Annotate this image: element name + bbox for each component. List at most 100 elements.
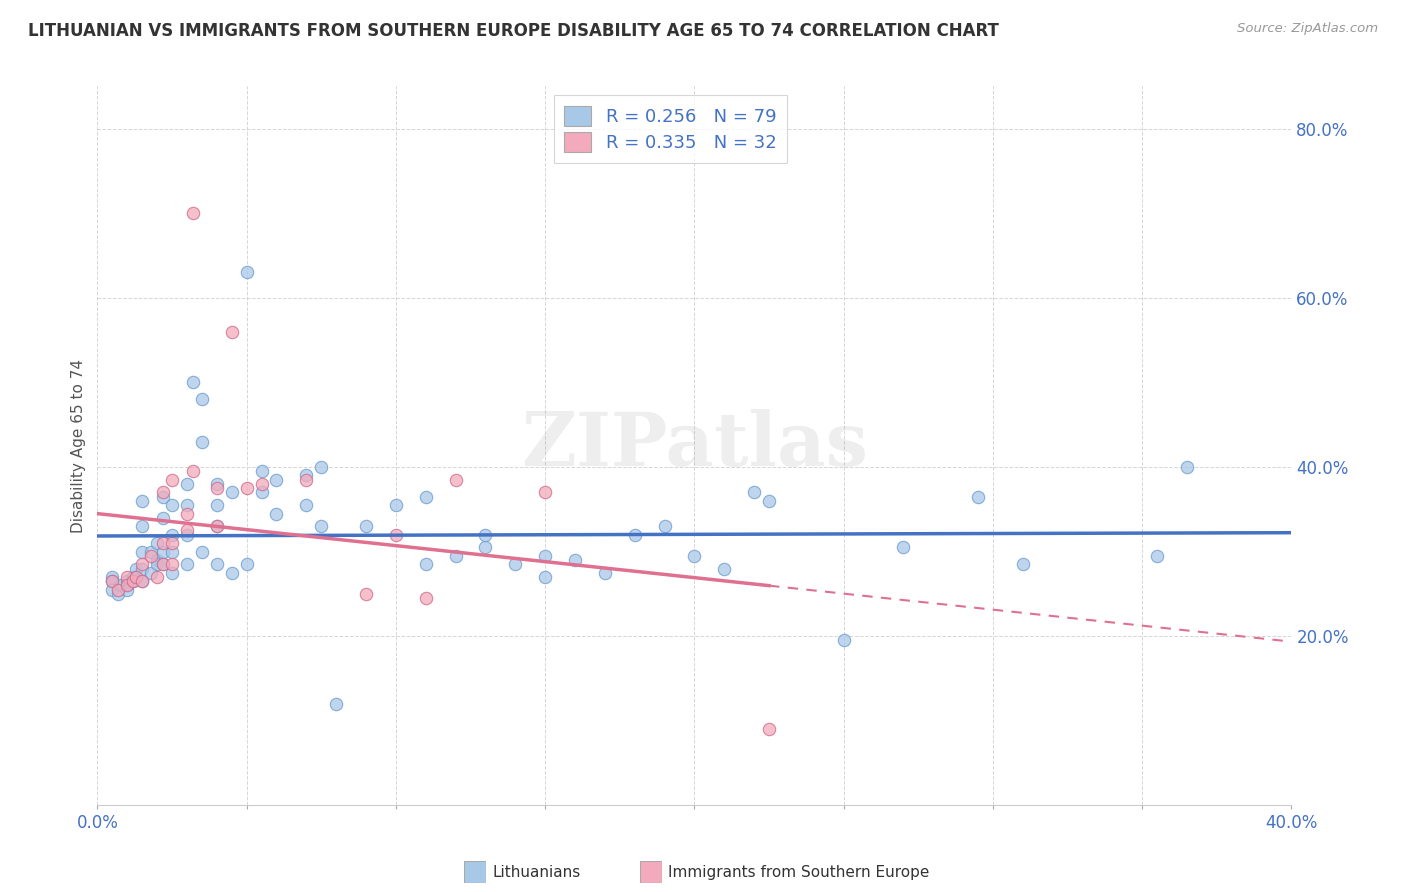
Y-axis label: Disability Age 65 to 74: Disability Age 65 to 74 xyxy=(72,359,86,533)
Point xyxy=(191,544,214,558)
Point xyxy=(139,544,162,558)
Point xyxy=(205,481,228,495)
Point xyxy=(354,587,377,601)
Point xyxy=(742,485,765,500)
Point xyxy=(221,325,243,339)
Point xyxy=(160,527,183,541)
Point xyxy=(325,697,347,711)
Point xyxy=(131,574,153,589)
Point xyxy=(131,561,153,575)
Point xyxy=(1175,460,1198,475)
Text: ZIPatlas: ZIPatlas xyxy=(520,409,868,483)
Point xyxy=(122,570,145,584)
Point xyxy=(176,558,198,572)
Point xyxy=(131,493,153,508)
Point xyxy=(146,558,169,572)
Point xyxy=(101,574,124,589)
Point xyxy=(125,570,148,584)
Point xyxy=(444,473,467,487)
Point xyxy=(152,558,174,572)
Legend: R = 0.256   N = 79, R = 0.335   N = 32: R = 0.256 N = 79, R = 0.335 N = 32 xyxy=(554,95,787,163)
Point xyxy=(160,544,183,558)
Point xyxy=(191,434,214,449)
Point xyxy=(205,477,228,491)
Point xyxy=(146,553,169,567)
Point xyxy=(205,519,228,533)
Point xyxy=(221,566,243,580)
Point xyxy=(160,498,183,512)
Point xyxy=(474,541,496,555)
Point xyxy=(139,566,162,580)
Point xyxy=(115,578,138,592)
Point xyxy=(176,527,198,541)
Point xyxy=(893,541,915,555)
Point xyxy=(176,524,198,538)
Point xyxy=(107,587,129,601)
Point xyxy=(101,574,124,589)
Point xyxy=(1011,558,1033,572)
Point xyxy=(101,570,124,584)
Point xyxy=(415,490,437,504)
Point xyxy=(115,574,138,589)
Point xyxy=(235,265,257,279)
Point xyxy=(654,519,676,533)
Point xyxy=(101,582,124,597)
Point xyxy=(564,553,586,567)
Point xyxy=(250,485,273,500)
Point xyxy=(110,578,132,592)
Point xyxy=(122,574,145,589)
Point xyxy=(152,544,174,558)
Point xyxy=(191,392,214,407)
Point xyxy=(152,536,174,550)
Point xyxy=(176,507,198,521)
Point xyxy=(385,498,408,512)
Point xyxy=(181,376,204,390)
Point xyxy=(181,464,204,478)
Point xyxy=(205,498,228,512)
Text: Immigrants from Southern Europe: Immigrants from Southern Europe xyxy=(668,865,929,880)
Point xyxy=(152,510,174,524)
Point xyxy=(385,527,408,541)
Point xyxy=(122,574,145,589)
Point xyxy=(146,536,169,550)
Point xyxy=(309,460,332,475)
Point xyxy=(235,481,257,495)
Point xyxy=(160,536,183,550)
Point xyxy=(160,558,183,572)
Point xyxy=(131,519,153,533)
Point xyxy=(139,549,162,563)
Point xyxy=(534,485,557,500)
Point xyxy=(131,558,153,572)
Point xyxy=(415,591,437,606)
Point xyxy=(221,485,243,500)
Point xyxy=(181,206,204,220)
Point xyxy=(160,566,183,580)
Point xyxy=(967,490,990,504)
Point xyxy=(832,633,855,648)
Point xyxy=(152,558,174,572)
Point xyxy=(354,519,377,533)
Text: LITHUANIAN VS IMMIGRANTS FROM SOUTHERN EUROPE DISABILITY AGE 65 TO 74 CORRELATIO: LITHUANIAN VS IMMIGRANTS FROM SOUTHERN E… xyxy=(28,22,1000,40)
Point xyxy=(152,485,174,500)
Point xyxy=(1146,549,1168,563)
Point xyxy=(534,549,557,563)
Point xyxy=(131,574,153,589)
Point xyxy=(309,519,332,533)
Point xyxy=(235,558,257,572)
Point xyxy=(758,493,780,508)
Point xyxy=(125,561,148,575)
Point xyxy=(176,498,198,512)
Point xyxy=(593,566,616,580)
Point xyxy=(115,582,138,597)
Point xyxy=(146,570,169,584)
Point xyxy=(295,473,318,487)
Point xyxy=(131,544,153,558)
Text: Source: ZipAtlas.com: Source: ZipAtlas.com xyxy=(1237,22,1378,36)
Text: Lithuanians: Lithuanians xyxy=(492,865,581,880)
Point xyxy=(107,582,129,597)
Point xyxy=(125,570,148,584)
Point xyxy=(160,473,183,487)
Point xyxy=(444,549,467,563)
Point xyxy=(295,498,318,512)
Point xyxy=(474,527,496,541)
